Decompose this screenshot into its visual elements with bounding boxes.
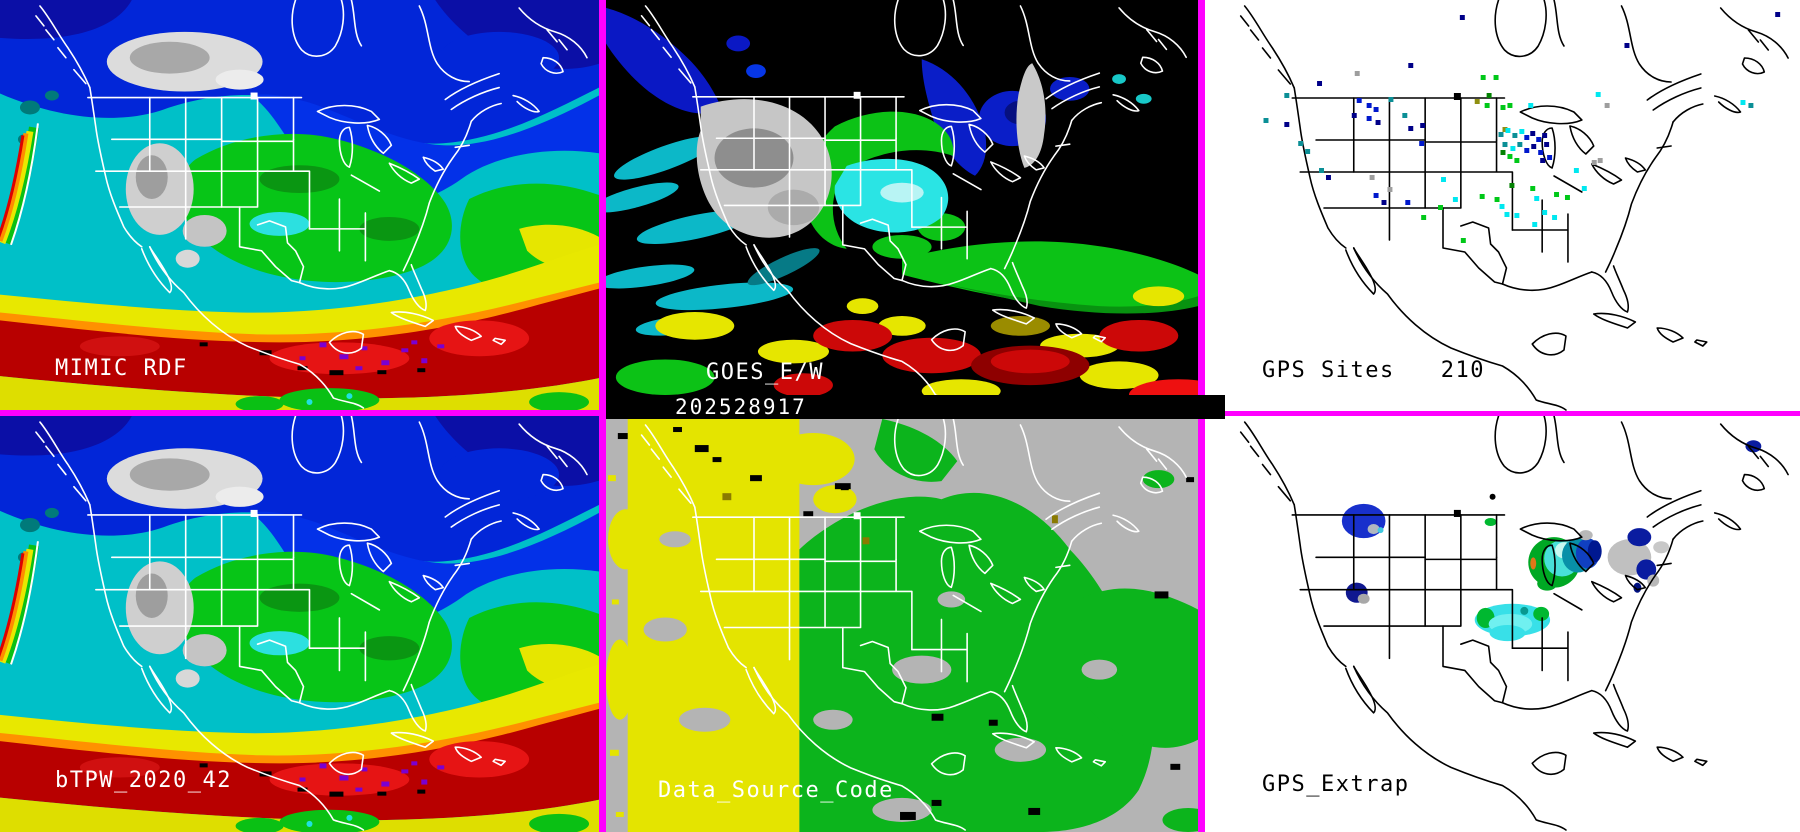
- gps-site-markers: [1263, 12, 1781, 243]
- gps-extrap-blobs: [1341, 440, 1762, 642]
- panel-goes-ew: GOES_E/W: [606, 0, 1198, 395]
- btpw-panel-label: bTPW_2020_42: [55, 768, 232, 793]
- magenta-divider-right-column: [1225, 411, 1800, 416]
- data-source-map-image: [606, 419, 1198, 832]
- panel-mimic-rdf: MIMIC RDF: [0, 0, 599, 410]
- mimic-panel-label: MIMIC RDF: [55, 356, 188, 381]
- mimic-tpw-map-image: [0, 0, 599, 410]
- panel-gps-extrap: GPS_Extrap: [1205, 416, 1800, 832]
- gps-sites-count: 210: [1440, 358, 1485, 383]
- panel-data-source-code: Data_Source_Code: [606, 419, 1198, 832]
- goes-panel-label: GOES_E/W: [706, 360, 824, 385]
- gps-extrap-panel-label: GPS_Extrap: [1262, 772, 1410, 797]
- magenta-divider-left-column: [0, 410, 599, 416]
- gps-extrap-map-image: [1205, 416, 1800, 832]
- panel-gps-sites: GPS Sites 210: [1205, 0, 1800, 412]
- data-source-panel-label: Data_Source_Code: [658, 778, 894, 803]
- timestamp-text: 202528917: [675, 395, 807, 419]
- goes-satellite-map-image: [606, 0, 1198, 395]
- timestamp-bar: 202528917: [606, 395, 1225, 419]
- gps-sites-label: GPS Sites: [1262, 358, 1395, 383]
- gps-sites-status-line: GPS Sites 210: [1262, 358, 1485, 383]
- panel-btpw: bTPW_2020_42: [0, 416, 599, 832]
- gps-sites-map-image: [1205, 0, 1800, 412]
- magenta-border-vertical-left: [599, 0, 606, 832]
